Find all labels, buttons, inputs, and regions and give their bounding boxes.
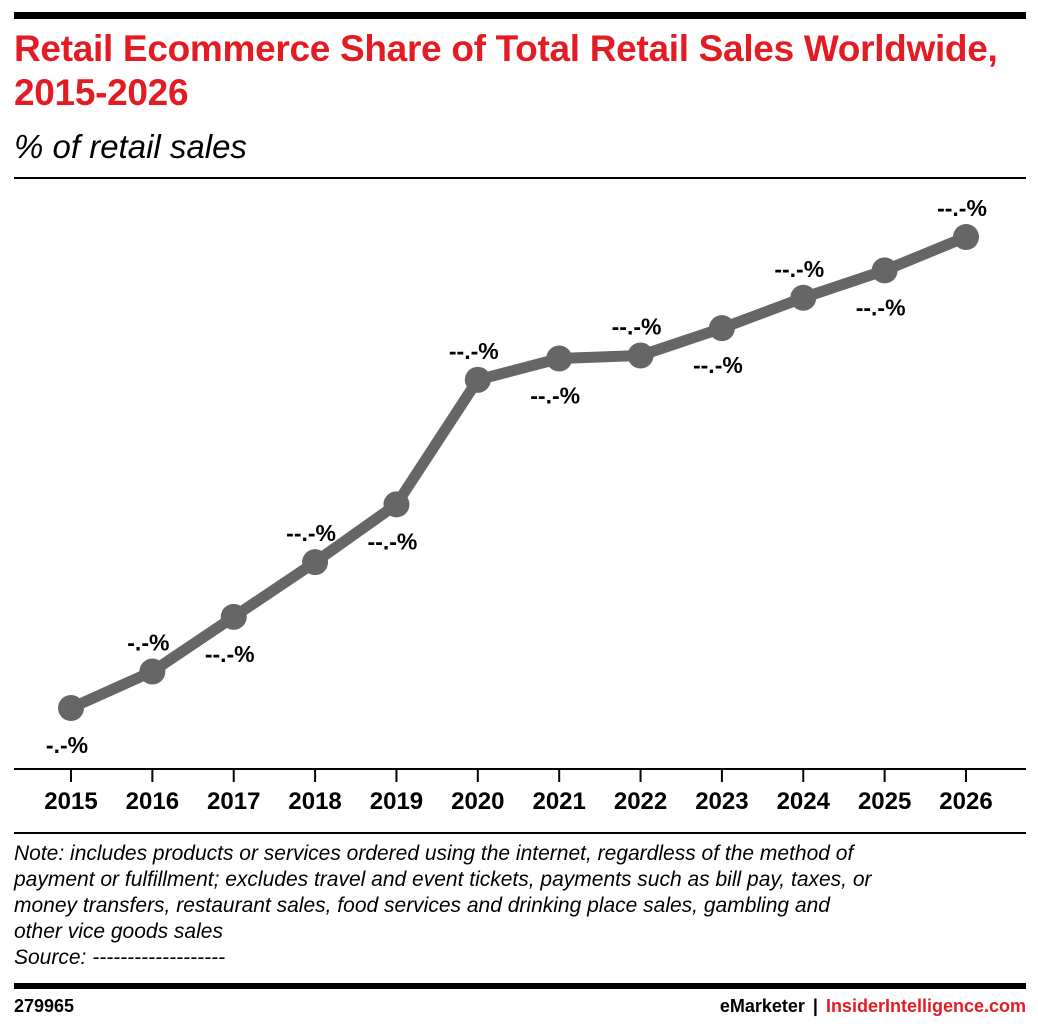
- x-axis-ticks: [70, 769, 967, 782]
- data-point: [302, 549, 329, 576]
- x-tick-label: 2021: [532, 788, 585, 815]
- data-point: [546, 345, 573, 372]
- data-label: --.-%: [449, 338, 499, 364]
- line-chart: 2015 2016 2017 2018 2019 2020 2021 2022 2023 2024…: [14, 195, 1026, 815]
- footnote: Note: includes products or services orde…: [14, 841, 1019, 971]
- data-point: [627, 342, 654, 369]
- data-point: [383, 491, 410, 518]
- x-tick-label: 2016: [126, 788, 179, 815]
- chart-id: 279965: [14, 996, 75, 1016]
- footnote-line: payment or fulfillment; excludes travel …: [14, 868, 872, 891]
- chart-subtitle: % of retail sales: [14, 128, 247, 165]
- series-line: [65, 231, 972, 714]
- data-point: [464, 366, 491, 393]
- footnote-line: Note: includes products or services orde…: [14, 842, 854, 865]
- x-tick-label: 2018: [288, 788, 341, 815]
- x-tick-label: 2015: [44, 788, 97, 815]
- x-tick-label: 2026: [939, 788, 992, 815]
- data-label: --.-%: [856, 294, 906, 320]
- top-rule: [14, 12, 1026, 19]
- series-group: [58, 224, 979, 721]
- data-point: [58, 695, 84, 721]
- bottom-rule: [14, 983, 1026, 989]
- footnote-line: other vice goods sales: [14, 920, 223, 943]
- data-label: --.-%: [205, 641, 255, 667]
- data-point: [790, 284, 817, 311]
- subtitle-rule: [14, 177, 1026, 179]
- data-label: --.-%: [368, 528, 418, 554]
- source-line: Source: -------------------: [14, 946, 226, 969]
- x-tick-label: 2017: [207, 788, 260, 815]
- data-label: --.-%: [937, 195, 987, 221]
- data-point: [139, 658, 166, 685]
- brand-separator: |: [812, 996, 818, 1016]
- data-label: --.-%: [693, 352, 743, 378]
- data-point: [953, 224, 979, 250]
- footnote-line: money transfers, restaurant sales, food …: [14, 894, 830, 917]
- brand-insider-intelligence-link[interactable]: InsiderIntelligence.com: [825, 996, 1026, 1016]
- footer-brand: eMarketer | InsiderIntelligence.com: [720, 996, 1026, 1017]
- x-tick-label: 2025: [858, 788, 911, 815]
- axis-bottom-rule: [14, 832, 1026, 834]
- brand-emarketer: eMarketer: [719, 996, 805, 1016]
- data-label: -.-%: [46, 732, 88, 758]
- data-label: -.-%: [127, 630, 169, 656]
- chart-title: Retail Ecommerce Share of Total Retail S…: [14, 28, 998, 113]
- data-point: [220, 603, 247, 630]
- x-tick-label: 2020: [451, 788, 504, 815]
- data-point: [871, 257, 898, 284]
- x-tick-label: 2023: [695, 788, 748, 815]
- x-axis-tick-labels: 2015 2016 2017 2018 2019 2020 2021 2022 2023 2024…: [44, 788, 992, 815]
- x-tick-label: 2024: [777, 788, 831, 815]
- data-labels-group: -.-% -.-% --.-% --.-% --.-% --.-% --.-% --.-% --…: [46, 195, 987, 758]
- x-tick-label: 2019: [370, 788, 423, 815]
- x-tick-label: 2022: [614, 788, 667, 815]
- data-label: --.-%: [530, 383, 580, 409]
- data-label: --.-%: [774, 256, 824, 282]
- data-point: [708, 315, 735, 342]
- data-label: --.-%: [286, 520, 336, 546]
- data-label: --.-%: [612, 314, 662, 340]
